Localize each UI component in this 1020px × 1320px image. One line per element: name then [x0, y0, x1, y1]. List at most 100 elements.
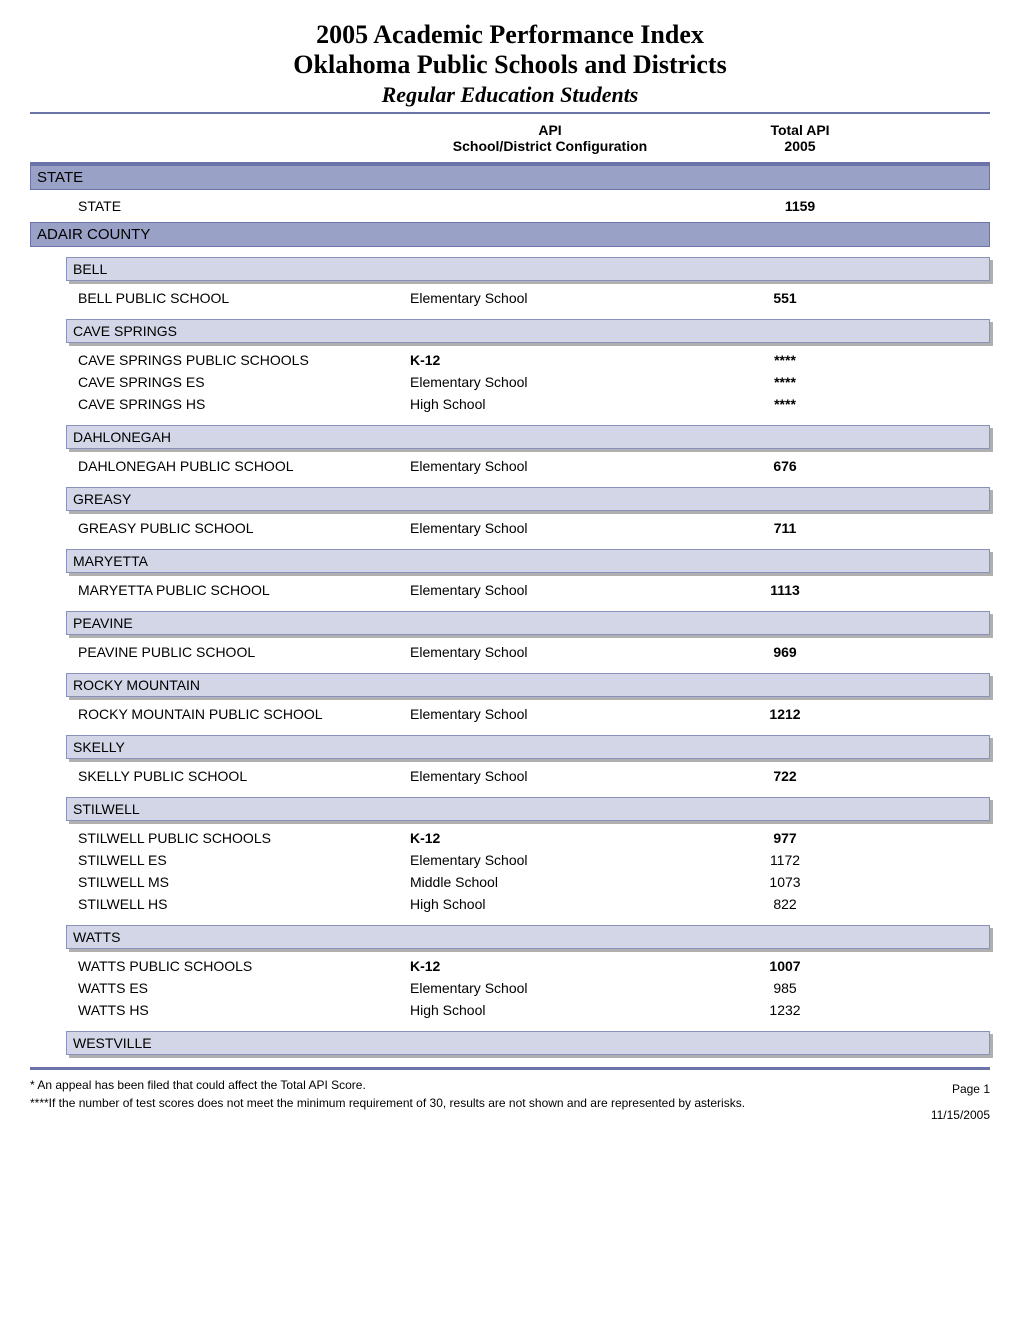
school-name: MARYETTA PUBLIC SCHOOL: [78, 582, 410, 598]
district-block: SKELLY SKELLY PUBLIC SCHOOLElementary Sch…: [66, 735, 990, 787]
school-api: 1212: [690, 706, 880, 722]
school-name: WATTS PUBLIC SCHOOLS: [78, 958, 410, 974]
district-bar: PEAVINE: [66, 611, 990, 635]
title-line1: 2005 Academic Performance Index: [30, 20, 990, 50]
school-api: 1232: [690, 1002, 880, 1018]
school-api: ****: [690, 352, 880, 368]
school-api: 676: [690, 458, 880, 474]
school-api: 985: [690, 980, 880, 996]
school-row: MARYETTA PUBLIC SCHOOLElementary School1…: [66, 579, 990, 601]
district-bar: WESTVILLE: [66, 1031, 990, 1055]
school-row: CAVE SPRINGS HSHigh School****: [66, 393, 990, 415]
school-row: STILWELL ESElementary School1172: [66, 849, 990, 871]
school-row: WATTS ESElementary School985: [66, 977, 990, 999]
school-name: ROCKY MOUNTAIN PUBLIC SCHOOL: [78, 706, 410, 722]
school-row: CAVE SPRINGS ESElementary School****: [66, 371, 990, 393]
col-header-config-l1: API: [410, 122, 690, 138]
district-bar: MARYETTA: [66, 549, 990, 573]
school-api: 722: [690, 768, 880, 784]
col-header-api: Total API 2005: [690, 122, 910, 154]
district-block: BELL BELL PUBLIC SCHOOLElementary School5…: [66, 257, 990, 309]
school-api: ****: [690, 396, 880, 412]
district-block: WESTVILLE: [66, 1031, 990, 1055]
col-header-config: API School/District Configuration: [410, 122, 690, 154]
report-title-block: 2005 Academic Performance Index Oklahoma…: [30, 20, 990, 108]
school-row: GREASY PUBLIC SCHOOLElementary School711: [66, 517, 990, 539]
school-config: K-12: [410, 830, 690, 846]
subtitle: Regular Education Students: [30, 82, 990, 108]
school-config: Elementary School: [410, 458, 690, 474]
footer: * An appeal has been filed that could af…: [30, 1076, 990, 1129]
school-name: PEAVINE PUBLIC SCHOOL: [78, 644, 410, 660]
school-name: CAVE SPRINGS ES: [78, 374, 410, 390]
title-line2: Oklahoma Public Schools and Districts: [30, 50, 990, 80]
school-config: Elementary School: [410, 644, 690, 660]
state-row-api: 1159: [690, 198, 910, 214]
school-name: STILWELL MS: [78, 874, 410, 890]
school-row: STILWELL PUBLIC SCHOOLSK-12977: [66, 827, 990, 849]
footer-right: Page 1 11/15/2005: [850, 1076, 990, 1129]
school-config: Elementary School: [410, 290, 690, 306]
school-config: Elementary School: [410, 980, 690, 996]
district-block: GREASY GREASY PUBLIC SCHOOLElementary Sch…: [66, 487, 990, 539]
school-name: BELL PUBLIC SCHOOL: [78, 290, 410, 306]
school-row: SKELLY PUBLIC SCHOOLElementary School722: [66, 765, 990, 787]
school-config: Elementary School: [410, 582, 690, 598]
school-row: STILWELL HSHigh School822: [66, 893, 990, 915]
school-api: ****: [690, 374, 880, 390]
footnotes: * An appeal has been filed that could af…: [30, 1076, 850, 1129]
school-api: 551: [690, 290, 880, 306]
school-name: STILWELL HS: [78, 896, 410, 912]
district-bar: SKELLY: [66, 735, 990, 759]
school-api: 1113: [690, 582, 880, 598]
school-name: CAVE SPRINGS PUBLIC SCHOOLS: [78, 352, 410, 368]
school-row: STILWELL MSMiddle School1073: [66, 871, 990, 893]
districts-container: BELLBELL PUBLIC SCHOOLElementary School5…: [30, 257, 990, 1055]
school-config: High School: [410, 396, 690, 412]
col-header-name: [30, 122, 410, 154]
district-bar: WATTS: [66, 925, 990, 949]
school-config: Elementary School: [410, 852, 690, 868]
state-section-bar: STATE: [30, 165, 990, 190]
state-row-name: STATE: [78, 198, 410, 214]
school-config: K-12: [410, 352, 690, 368]
district-block: DAHLONEGAHDAHLONEGAH PUBLIC SCHOOLElemen…: [66, 425, 990, 477]
district-bar: CAVE SPRINGS: [66, 319, 990, 343]
col-header-api-l1: Total API: [690, 122, 910, 138]
column-headers: API School/District Configuration Total …: [30, 114, 990, 162]
district-bar: ROCKY MOUNTAIN: [66, 673, 990, 697]
school-row: WATTS HSHigh School1232: [66, 999, 990, 1021]
school-row: DAHLONEGAH PUBLIC SCHOOLElementary Schoo…: [66, 455, 990, 477]
district-block: PEAVINE PEAVINE PUBLIC SCHOOLElementary S…: [66, 611, 990, 663]
school-name: SKELLY PUBLIC SCHOOL: [78, 768, 410, 784]
school-config: High School: [410, 1002, 690, 1018]
district-block: MARYETTA MARYETTA PUBLIC SCHOOLElementary…: [66, 549, 990, 601]
col-header-api-l2: 2005: [690, 138, 910, 154]
state-row-config: [410, 198, 690, 214]
school-api: 977: [690, 830, 880, 846]
school-row: CAVE SPRINGS PUBLIC SCHOOLSK-12****: [66, 349, 990, 371]
school-config: Elementary School: [410, 768, 690, 784]
school-config: Elementary School: [410, 374, 690, 390]
footnote-1: * An appeal has been filed that could af…: [30, 1076, 850, 1094]
school-config: Middle School: [410, 874, 690, 890]
school-name: WATTS HS: [78, 1002, 410, 1018]
district-bar: GREASY: [66, 487, 990, 511]
school-name: GREASY PUBLIC SCHOOL: [78, 520, 410, 536]
school-name: STILWELL ES: [78, 852, 410, 868]
district-bar: BELL: [66, 257, 990, 281]
school-name: WATTS ES: [78, 980, 410, 996]
district-block: WATTSWATTS PUBLIC SCHOOLSK-121007WATTS E…: [66, 925, 990, 1021]
col-header-config-l2: School/District Configuration: [410, 138, 690, 154]
district-block: ROCKY MOUNTAIN ROCKY MOUNTAIN PUBLIC SCHO…: [66, 673, 990, 725]
footer-rule: [30, 1067, 990, 1070]
school-api: 969: [690, 644, 880, 660]
school-api: 711: [690, 520, 880, 536]
school-row: ROCKY MOUNTAIN PUBLIC SCHOOLElementary S…: [66, 703, 990, 725]
state-row: STATE 1159: [30, 190, 990, 222]
school-api: 1172: [690, 852, 880, 868]
school-api: 1073: [690, 874, 880, 890]
school-api: 822: [690, 896, 880, 912]
school-config: High School: [410, 896, 690, 912]
district-block: STILWELLSTILWELL PUBLIC SCHOOLSK-12977ST…: [66, 797, 990, 915]
